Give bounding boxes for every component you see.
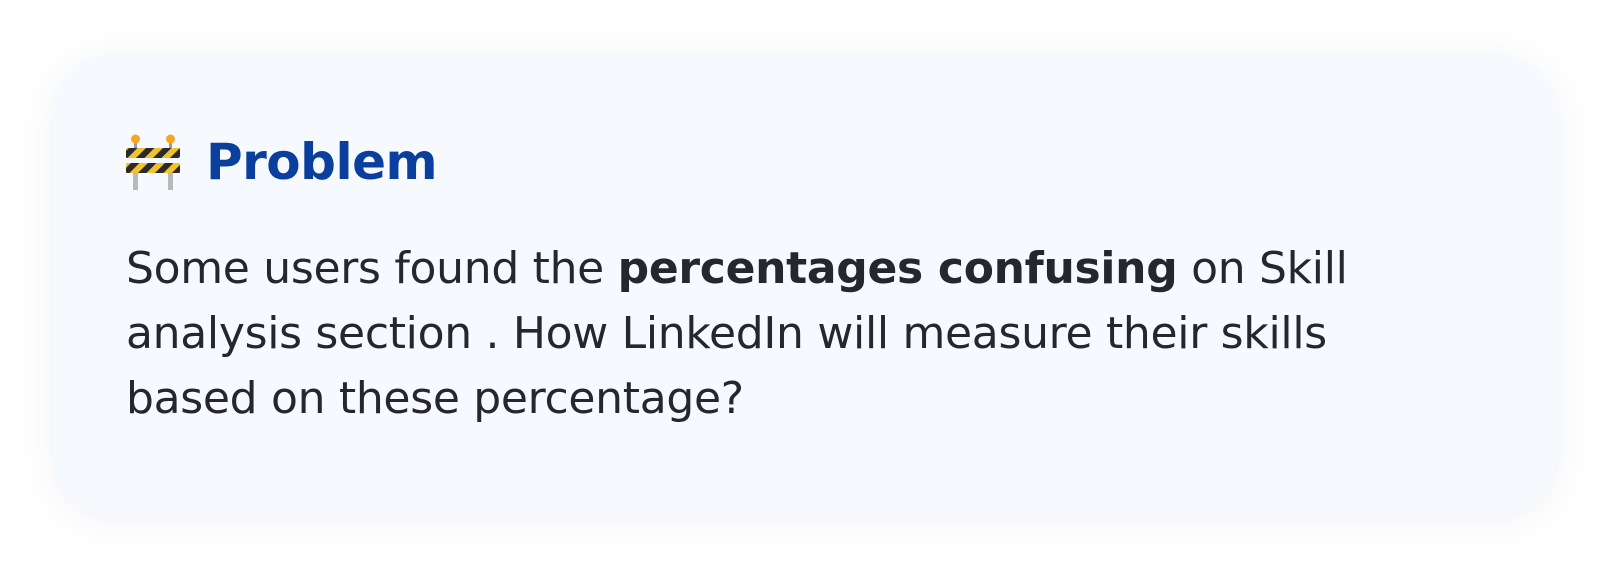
body-text-prefix: Some users found the bbox=[126, 243, 618, 294]
card-body-text: Some users found the percentages confusi… bbox=[126, 236, 1466, 431]
body-text-emphasis: percentages confusing bbox=[617, 243, 1178, 294]
problem-card: Problem Some users found the percentages… bbox=[54, 54, 1556, 512]
card-title: Problem bbox=[206, 133, 438, 191]
body-text-suffix: on Skill analysis section . How LinkedIn… bbox=[126, 243, 1348, 424]
construction-barrier-icon bbox=[126, 134, 180, 190]
card-heading: Problem bbox=[126, 132, 438, 192]
